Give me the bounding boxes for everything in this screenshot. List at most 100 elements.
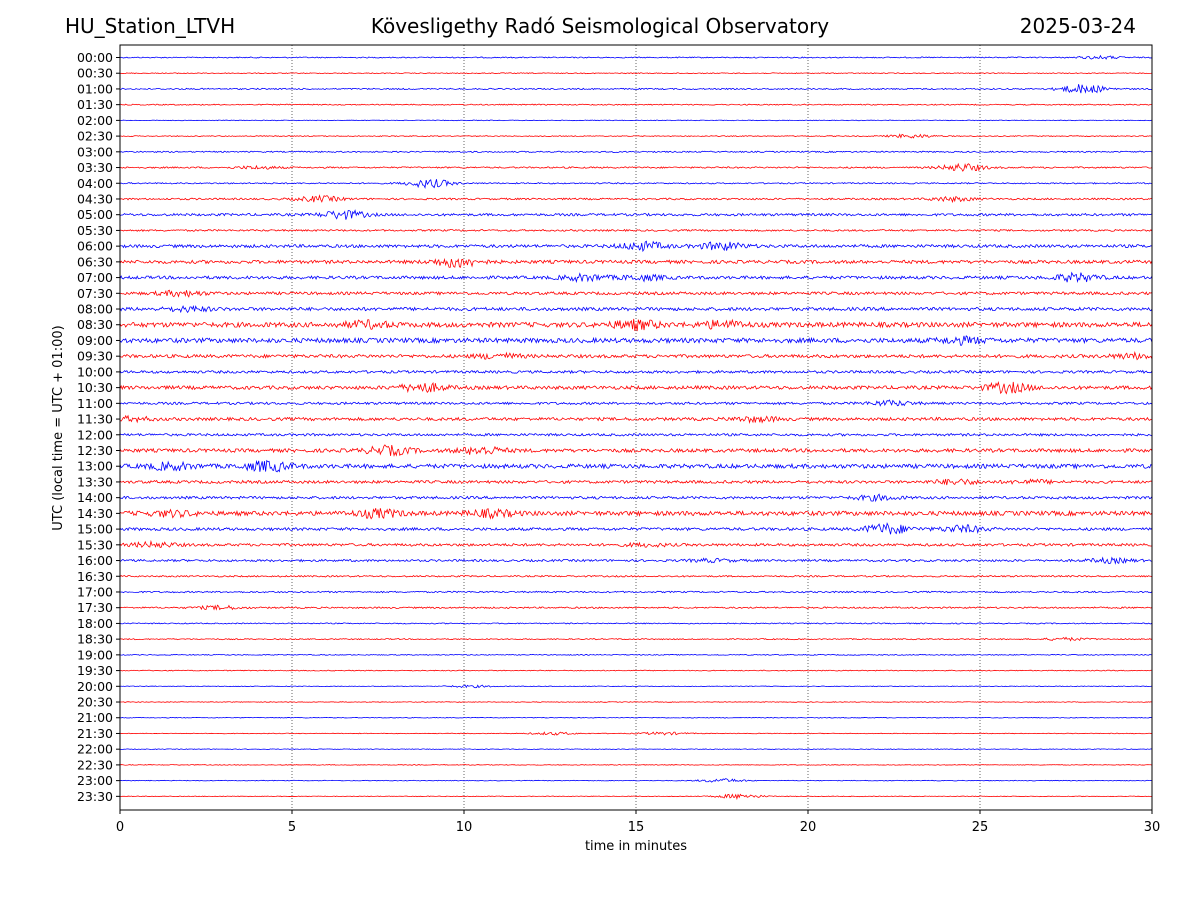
y-axis-label: UTC (local time = UTC + 01:00) [51,325,66,530]
trace-1230 [119,444,1153,457]
y-tick-label: 21:30 [77,726,113,741]
y-tick-label: 01:30 [77,97,113,112]
trace-2330 [119,793,1153,801]
x-ticks: 0 5 10 15 20 25 30 [116,810,1160,835]
trace-1200 [119,432,1153,437]
y-tick-label: 02:00 [77,113,113,128]
y-tick-label: 10:00 [77,364,113,379]
y-tick-label: 13:30 [77,474,113,489]
trace-1130 [119,414,1153,424]
trace-0930 [119,351,1153,361]
trace-1600 [119,556,1153,565]
trace-2300 [119,778,1153,783]
y-tick-label: 03:00 [77,144,113,159]
trace-2130 [119,731,1153,736]
y-tick-label: 07:00 [77,270,113,285]
trace-1730 [119,604,1153,611]
y-tick-label: 02:30 [77,129,113,144]
trace-0330 [119,162,1153,172]
chart-date: 2025-03-24 [1019,14,1136,38]
y-tick-label: 01:00 [77,81,113,96]
x-tick-label: 15 [628,820,645,835]
x-axis-label: time in minutes [585,839,687,854]
trace-1530 [119,539,1153,549]
trace-1700 [119,590,1153,594]
x-tick-label: 5 [288,820,296,835]
trace-0000 [119,54,1153,60]
trace-0700 [119,271,1153,284]
trace-1300 [119,459,1153,473]
trace-2230 [119,764,1153,766]
y-tick-label: 11:00 [77,396,113,411]
trace-0030 [119,72,1153,75]
x-tick-label: 25 [972,820,989,835]
y-tick-label: 04:30 [77,191,113,206]
y-tick-label: 15:30 [77,537,113,552]
trace-1630 [119,574,1153,578]
x-tick-label: 20 [800,820,817,835]
trace-0600 [119,240,1153,253]
y-tick-label: 00:30 [77,66,113,81]
trace-0100 [119,84,1153,94]
trace-0830 [119,318,1153,332]
grid-lines [291,45,981,810]
trace-lines [119,54,1153,801]
y-tick-label: 04:00 [77,176,113,191]
y-tick-label: 23:00 [77,773,113,788]
trace-0430 [119,194,1153,204]
y-tick-label: 18:30 [77,632,113,647]
trace-0130 [119,103,1153,106]
plot-frame [119,44,1153,811]
y-tick-label: 09:30 [77,349,113,364]
x-tick-label: 0 [116,820,124,835]
y-tick-label: 09:00 [77,333,113,348]
trace-2100 [119,716,1153,719]
trace-1430 [119,507,1153,520]
y-tick-label: 13:00 [77,459,113,474]
y-tick-label: 05:30 [77,223,113,238]
y-tick-label: 10:30 [77,380,113,395]
y-tick-label: 16:30 [77,569,113,584]
x-tick-label: 30 [1144,820,1161,835]
y-tick-label: 16:00 [77,553,113,568]
y-tick-label: 22:00 [77,742,113,757]
y-tick-label: 17:30 [77,600,113,615]
y-tick-label: 14:00 [77,490,113,505]
trace-1000 [119,369,1153,375]
y-tick-label: 18:00 [77,616,113,631]
y-tick-label: 06:00 [77,239,113,254]
trace-0400 [119,179,1153,190]
trace-0200 [119,119,1153,122]
y-tick-label: 06:30 [77,254,113,269]
y-tick-label: 22:30 [77,757,113,772]
trace-0900 [119,335,1153,346]
y-tick-label: 21:00 [77,710,113,725]
y-tick-label: 20:00 [77,679,113,694]
trace-2030 [119,701,1153,703]
y-tick-label: 19:30 [77,663,113,678]
trace-0630 [119,257,1153,268]
y-tick-label: 07:30 [77,286,113,301]
trace-2000 [119,684,1153,689]
trace-0730 [119,289,1153,298]
y-tick-label: 23:30 [77,789,113,804]
trace-1830 [119,636,1153,642]
y-tick-label: 08:00 [77,302,113,317]
y-tick-label: 19:00 [77,647,113,662]
trace-1900 [119,653,1153,656]
trace-0500 [119,209,1153,220]
trace-0230 [119,133,1153,139]
y-tick-label: 03:30 [77,160,113,175]
trace-1500 [119,522,1153,535]
y-tick-label: 11:30 [77,412,113,427]
trace-0300 [119,150,1153,153]
chart-title: Kövesligethy Radó Seismological Observat… [370,14,830,38]
trace-1930 [119,669,1153,672]
y-tick-label: 12:30 [77,443,113,458]
y-tick-labels: 00:0000:3001:0001:3002:0002:3003:0003:30… [77,50,120,804]
trace-1330 [119,478,1153,486]
trace-1800 [119,622,1153,625]
trace-1100 [119,399,1153,407]
trace-0530 [119,228,1153,233]
